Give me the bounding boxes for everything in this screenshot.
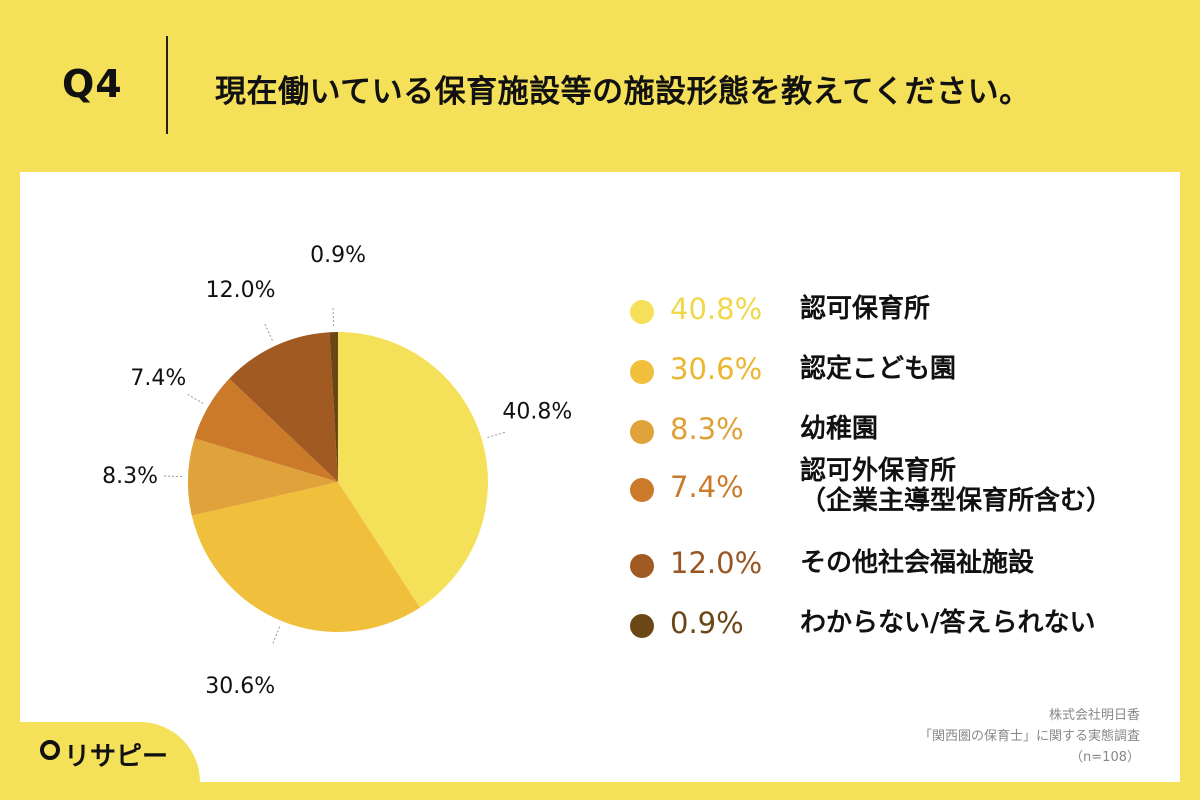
legend-percent: 7.4% bbox=[670, 470, 744, 504]
leader-line bbox=[263, 322, 273, 341]
leader-line bbox=[332, 306, 335, 327]
legend-label-line: （企業主導型保育所含む） bbox=[800, 486, 1113, 516]
legend-swatch bbox=[630, 554, 654, 578]
leader-line bbox=[487, 431, 507, 439]
legend-percent: 12.0% bbox=[670, 546, 763, 580]
brand-logo: リサピー bbox=[10, 722, 200, 800]
legend-label: 認可外保育所 （企業主導型保育所含む） bbox=[800, 456, 1112, 516]
legend-label-line: 認可外保育所 bbox=[800, 456, 957, 486]
data-label: 7.4% bbox=[130, 366, 186, 391]
legend-label-line: 認定こども園 bbox=[800, 354, 957, 384]
legend-swatch bbox=[630, 614, 654, 638]
legend-label-line: その他社会福祉施設 bbox=[800, 548, 1035, 578]
legend-swatch bbox=[630, 478, 654, 502]
source-survey: 「関西圏の保育士」に関する実態調査 bbox=[918, 729, 1140, 744]
data-label: 8.3% bbox=[102, 464, 158, 489]
legend-label: 認定こども園 bbox=[800, 354, 956, 384]
legend-label-line: わからない/答えられない bbox=[800, 608, 1096, 638]
pie-slice bbox=[191, 482, 420, 632]
legend-swatch bbox=[630, 420, 654, 444]
legend-label: 認可保育所 bbox=[800, 294, 930, 324]
pie-chart: 40.8% 30.6% 8.3% 7.4% 12.0% 0.9% bbox=[102, 243, 572, 699]
legend-label: その他社会福祉施設 bbox=[800, 548, 1034, 578]
leader-line bbox=[185, 392, 204, 404]
header: Q4 現在働いている保育施設等の施設形態を教えてください。 bbox=[0, 0, 1200, 170]
location-pin-icon bbox=[40, 740, 60, 760]
chart-panel: 40.8% 30.6% 8.3% 7.4% 12.0% 0.9% 40.8% 認可保育所 30… bbox=[10, 172, 1180, 800]
leader-line bbox=[271, 626, 281, 646]
data-label: 40.8% bbox=[502, 400, 572, 425]
question-title: 現在働いている保育施設等の施設形態を教えてください。 bbox=[215, 74, 1031, 110]
data-label: 30.6% bbox=[205, 674, 275, 699]
source-note: 株式会社明日香 「関西圏の保育士」に関する実態調査 （n=108） bbox=[919, 705, 1140, 768]
data-label: 0.9% bbox=[310, 243, 366, 268]
logo-text: リサピー bbox=[64, 742, 169, 772]
legend-label: わからない/答えられない bbox=[800, 608, 1096, 638]
legend-percent: 40.8% bbox=[670, 292, 763, 326]
header-divider bbox=[166, 36, 168, 134]
pie-slice bbox=[229, 332, 338, 482]
pie-slice bbox=[187, 438, 338, 516]
legend-swatch bbox=[630, 360, 654, 384]
pie-slice bbox=[194, 378, 338, 482]
leader-line bbox=[162, 475, 183, 478]
source-company: 株式会社明日香 bbox=[1048, 708, 1140, 723]
legend-percent: 30.6% bbox=[670, 352, 763, 386]
legend-percent: 0.9% bbox=[670, 606, 744, 640]
legend-label: 幼稚園 bbox=[800, 414, 878, 444]
legend-percent: 8.3% bbox=[670, 412, 744, 446]
legend-label-line: 認可保育所 bbox=[800, 294, 931, 324]
source-sample-size: （n=108） bbox=[1070, 750, 1140, 765]
legend-label-line: 幼稚園 bbox=[800, 414, 879, 444]
pie-slice bbox=[329, 332, 338, 482]
data-label: 12.0% bbox=[206, 278, 276, 303]
pie-slice bbox=[338, 332, 488, 608]
legend-swatch bbox=[630, 300, 654, 324]
question-number: Q4 bbox=[62, 62, 123, 106]
